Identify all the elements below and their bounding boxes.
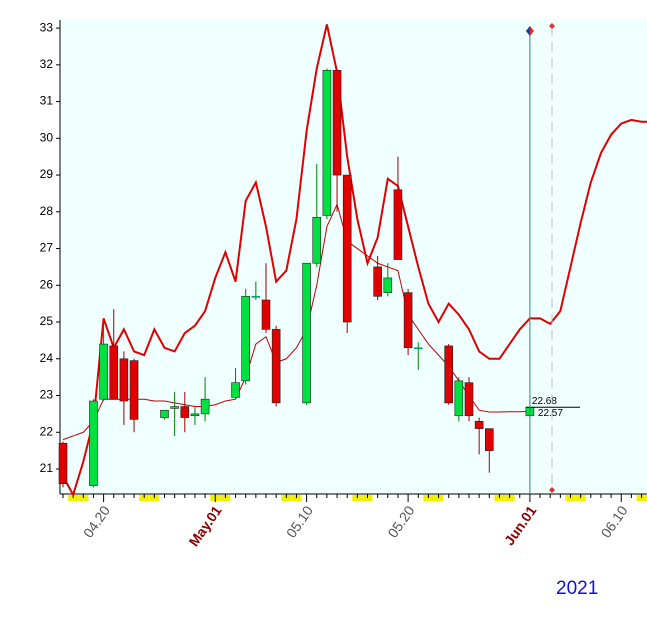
- candle-body: [373, 266, 382, 297]
- candle-body: [99, 343, 108, 400]
- x-tick-label: 05.10: [283, 503, 316, 541]
- candle-body: [170, 406, 179, 409]
- year-label: 2021: [556, 578, 598, 599]
- candle-body: [129, 360, 139, 420]
- x-tick-label: Jun.01: [501, 502, 540, 548]
- candle-body: [251, 296, 261, 298]
- candle-body: [393, 189, 403, 260]
- candle-body: [241, 296, 250, 382]
- candle-body: [190, 413, 200, 417]
- candle-body: [271, 329, 281, 404]
- y-tick-label: 23: [40, 388, 54, 402]
- candle-body: [302, 262, 311, 404]
- candle-body: [261, 299, 271, 330]
- y-tick-label: 31: [40, 94, 54, 108]
- y-tick-label: 27: [40, 241, 54, 255]
- candle-body: [109, 345, 119, 400]
- y-tick-label: 32: [40, 57, 54, 71]
- candle-body: [58, 442, 68, 485]
- y-tick-label: 22: [40, 424, 54, 438]
- x-tick-label: 05.20: [384, 503, 417, 541]
- x-tick-label: 04.20: [80, 503, 113, 541]
- y-tick-label: 28: [40, 204, 54, 218]
- x-tick-label: 06.10: [598, 503, 631, 541]
- plot-area: [60, 20, 647, 494]
- candle-body: [231, 382, 240, 398]
- y-tick-label: 33: [40, 20, 54, 34]
- candle-body: [200, 398, 210, 415]
- candle-body: [89, 400, 98, 486]
- value-label: 22.68: [532, 396, 557, 407]
- y-tick-label: 29: [40, 167, 54, 181]
- candle-body: [403, 292, 413, 349]
- cursor-marker: [529, 26, 534, 36]
- candle-body: [474, 420, 484, 429]
- indicator-line: [62, 24, 647, 498]
- candle-body: [383, 277, 393, 293]
- y-tick-label: 30: [40, 130, 54, 144]
- candle-body: [332, 70, 342, 176]
- candle-body: [322, 70, 332, 216]
- x-tick-label: May.01: [185, 503, 224, 550]
- cursor-marker: [549, 23, 555, 29]
- candle-body: [454, 380, 464, 417]
- candle-body: [342, 174, 352, 323]
- candle-body: [444, 345, 454, 404]
- candle-body: [312, 217, 322, 264]
- candle-body: [413, 347, 423, 350]
- y-tick-label: 24: [40, 351, 54, 365]
- candle-body: [464, 382, 474, 417]
- y-tick-label: 26: [40, 277, 54, 291]
- cursor-marker: [549, 487, 555, 493]
- y-tick-label: 21: [40, 461, 54, 475]
- value-label: 22.57: [538, 408, 563, 419]
- candle-body: [119, 358, 129, 402]
- candle-body: [180, 406, 190, 418]
- candle-body: [484, 428, 494, 451]
- candle-body: [160, 409, 169, 418]
- y-tick-label: 25: [40, 314, 54, 328]
